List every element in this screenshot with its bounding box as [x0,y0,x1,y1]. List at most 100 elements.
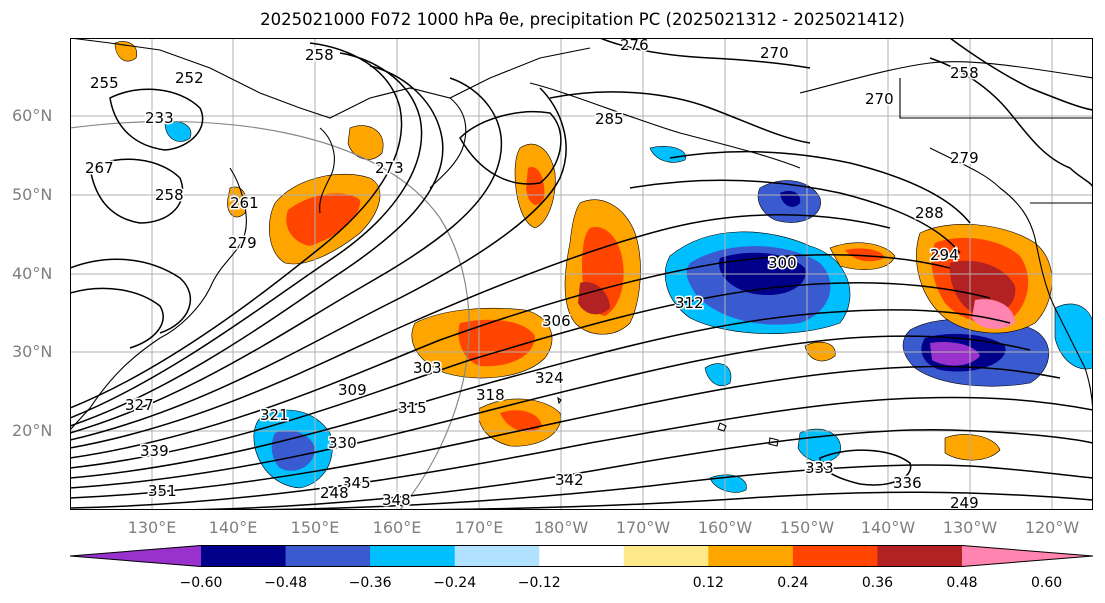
colorbar-tick-label: −0.48 [264,575,307,591]
contour-label: 288 [915,204,944,222]
shade-neg-14 [704,363,732,387]
colorbar-tick-label: 0.36 [861,575,894,591]
contour-label: 273 [375,159,404,177]
contour-label: 279 [950,149,979,167]
lon-label: 130°E [127,518,177,537]
colorbar-extend-high [962,545,1093,567]
theta-e-contours [70,38,1093,510]
colorbar-outline [70,545,1093,567]
lat-label-50n: 50°N [12,185,53,204]
lon-label: 160°E [372,518,422,537]
shade-neg-16 [709,474,747,493]
lon-label: 120°W [1024,518,1080,537]
contour-label: 294 [930,246,959,264]
contour-label: 309 [338,381,367,399]
contour-label: 276 [620,38,649,54]
contour-label: 318 [476,386,505,404]
shade-neg-13 [649,146,687,163]
shade-pos-18 [347,125,384,160]
lon-label: 130°W [942,518,998,537]
colorbar-segment [370,545,456,567]
contour-label: 258 [950,64,979,82]
lon-label: 150°W [779,518,835,537]
coastlines [70,38,1093,447]
contour-label: 324 [535,369,564,387]
contour-label: 267 [85,159,114,177]
shade-pos-9 [500,410,542,432]
contour-label: 279 [228,234,257,252]
shade-neg-8 [930,342,980,366]
contour-label: 303 [413,359,442,377]
contour-label: 336 [893,474,922,492]
lon-label: 140°W [860,518,916,537]
colorbar-tick-label: 0.24 [777,575,809,591]
colorbar-segment [792,545,878,567]
contour-label: 333 [805,459,834,477]
colorbar-tick-label: −0.60 [179,575,223,591]
shade-pos-17 [845,248,885,262]
colorbar-segment [623,545,709,567]
map-svg: 276 258 270 255 252 233 258 261 258 267 … [70,38,1093,510]
contour-label: 261 [230,194,259,212]
contour-label: 249 [950,494,979,510]
contour-label: 312 [675,294,704,312]
colorbar-extend-low [70,545,201,567]
colorbar-segment [201,545,287,567]
precip-shading [114,41,1093,493]
lon-label: 140°E [208,518,258,537]
contour-label: 315 [398,399,427,417]
colorbar [70,545,1093,567]
map-panel[interactable]: 276 258 270 255 252 233 258 261 258 267 … [70,38,1093,510]
map-frame [70,38,1093,510]
lon-label: 170°E [454,518,504,537]
lat-label-60n: 60°N [12,106,53,125]
contour-label: 321 [260,406,289,424]
contour-label: 306 [542,312,571,330]
contour-label: 270 [865,90,894,108]
contour-label: 285 [595,110,624,128]
lat-label-40n: 40°N [12,264,53,283]
contour-label: 255 [90,74,119,92]
colorbar-tick-label: −0.12 [517,575,561,591]
shade-pos-7 [458,319,535,367]
colorbar-segment [708,545,794,567]
colorbar-segment [539,545,625,567]
chart-title: 2025021000 F072 1000 hPa θe, precipitati… [260,10,905,29]
contour-label: 248 [320,484,349,502]
colorbar-tick-label: 0.12 [692,575,724,591]
shade-pos-19 [944,434,1001,461]
contour-label: 258 [305,46,334,64]
contour-label: 351 [148,482,177,500]
colorbar-tick-label: 0.60 [1030,575,1063,591]
colorbar-segment [285,545,371,567]
contour-label: 270 [760,44,789,62]
lat-label-20n: 20°N [12,421,53,440]
lon-label: 170°W [615,518,671,537]
contour-labels: 276 258 270 255 252 233 258 261 258 267 … [84,38,981,510]
shade-pos-5 [578,282,610,315]
contour-label: 252 [175,69,204,87]
contour-label: 339 [140,442,169,460]
colorbar-tick-label: −0.24 [433,575,477,591]
lat-label-30n: 30°N [12,342,53,361]
colorbar-segment [454,545,540,567]
shade-pos-2 [286,193,361,246]
contour-label: 342 [555,471,584,489]
lon-label: 160°W [697,518,753,537]
contour-label: 327 [125,396,154,414]
colorbar-segments [70,545,1093,567]
contour-label: 258 [155,186,184,204]
contour-label: 300 [768,254,797,272]
colorbar-tick-label: −0.36 [348,575,392,591]
colorbar-segment [877,545,963,567]
domain-arc [70,120,470,510]
contour-label: 348 [382,491,411,509]
shade-neg-11 [1054,303,1093,370]
contour-label: 233 [145,109,174,127]
colorbar-tick-label: 0.48 [946,575,978,591]
lon-label: 180°W [533,518,589,537]
contour-label: 330 [328,434,357,452]
contour-label: 345 [342,474,371,492]
lon-label: 150°E [290,518,340,537]
shade-neg-15 [797,428,841,463]
